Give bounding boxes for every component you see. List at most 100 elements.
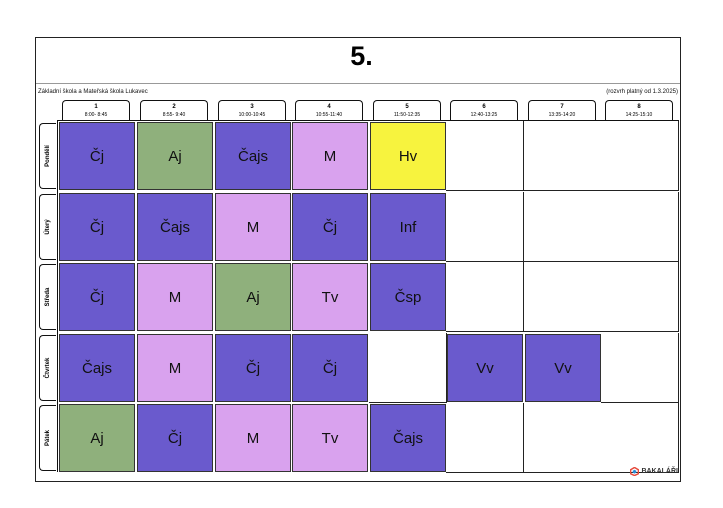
lesson-subject: Čajs [159,218,190,236]
period-header-1: 1 8:00- 8:45 [62,100,130,120]
empty-cell [524,121,602,191]
lesson-cell[interactable]: Aj [59,404,135,472]
lesson-subject: M [246,429,260,447]
empty-cell [601,403,679,473]
period-time: 12:40-13:25 [470,112,498,118]
lesson-subject: Aj [246,288,260,306]
empty-cell [524,262,602,332]
lesson-cell[interactable]: Čj [292,334,368,402]
empty-cell [601,333,679,403]
period-header-8: 8 14:25-15:10 [605,100,673,120]
lesson-subject: Tv [321,288,339,306]
brand-name: BAKALÁŘI [641,468,678,475]
lesson-subject: Čsp [394,288,422,306]
timetable-frame [35,37,681,482]
lesson-cell[interactable]: M [137,334,213,402]
lesson-subject: Čj [245,359,261,377]
lesson-subject: Aj [90,429,104,447]
lesson-subject: Čj [322,359,338,377]
lesson-cell[interactable]: M [292,122,368,190]
lesson-cell[interactable]: M [215,404,291,472]
school-name: Základní škola a Mateřská škola Lukavec [38,89,148,95]
lesson-cell[interactable]: Čj [137,404,213,472]
title-divider [36,83,680,84]
period-time: 8:55- 9:40 [162,112,186,118]
period-header-5: 5 11:50-12:35 [373,100,441,120]
lesson-subject: Čajs [392,429,423,447]
lesson-cell[interactable]: M [215,193,291,261]
lesson-cell[interactable]: M [137,263,213,331]
brand-logo: BAKALÁŘI [630,467,678,476]
lesson-subject: Čajs [237,147,268,165]
lesson-cell[interactable]: Čajs [370,404,446,472]
lesson-cell[interactable]: Aj [215,263,291,331]
empty-cell [601,121,679,191]
period-time: 8:00- 8:45 [84,112,108,118]
lesson-cell[interactable]: Čj [292,193,368,261]
lesson-cell[interactable]: Čj [215,334,291,402]
lesson-cell[interactable]: Aj [137,122,213,190]
empty-cell [601,192,679,262]
day-label: Pátek [39,405,56,471]
empty-cell [446,192,524,262]
day-name: Čtvrtek [45,357,51,379]
period-number: 5 [405,104,409,110]
lesson-subject: M [246,218,260,236]
period-number: 8 [637,104,641,110]
lesson-cell[interactable]: Tv [292,263,368,331]
lesson-subject: Čj [89,147,105,165]
empty-cell [446,121,524,191]
lesson-cell[interactable]: Čajs [215,122,291,190]
lesson-subject: Vv [476,359,494,377]
lesson-subject: Aj [168,147,182,165]
period-number: 4 [327,104,331,110]
lesson-cell[interactable]: Čsp [370,263,446,331]
day-label: Pondělí [39,123,56,189]
lesson-cell[interactable]: Čajs [59,334,135,402]
lesson-cell[interactable]: Čj [59,193,135,261]
lesson-cell[interactable]: Vv [447,334,523,402]
day-name: Středa [45,287,51,307]
period-number: 2 [172,104,176,110]
bakalari-icon [630,467,640,476]
lesson-subject: Čj [322,218,338,236]
lesson-subject: Čj [167,429,183,447]
period-time: 10:55-11:40 [315,112,343,118]
period-number: 7 [560,104,564,110]
lesson-subject: Tv [321,429,339,447]
empty-cell [601,262,679,332]
empty-cell [446,403,524,473]
day-label: Čtvrtek [39,335,56,401]
lesson-subject: M [168,359,182,377]
period-number: 1 [94,104,98,110]
lesson-subject: Čj [89,218,105,236]
validity-note: (rozvrh platný od 1.3.2025) [606,89,678,95]
day-label: Úterý [39,194,56,260]
day-name: Pondělí [45,145,51,167]
empty-cell [446,262,524,332]
empty-cell [524,192,602,262]
lesson-cell[interactable]: Inf [370,193,446,261]
period-header-3: 3 10:00-10:45 [218,100,286,120]
period-number: 3 [250,104,254,110]
lesson-subject: Inf [399,218,417,236]
lesson-cell[interactable]: Hv [370,122,446,190]
lesson-subject: Čj [89,288,105,306]
day-name: Úterý [45,219,51,235]
period-header-7: 7 13:35-14:20 [528,100,596,120]
lesson-cell[interactable]: Čj [59,122,135,190]
period-header-2: 2 8:55- 9:40 [140,100,208,120]
period-time: 13:35-14:20 [548,112,576,118]
period-header-6: 6 12:40-13:25 [450,100,518,120]
period-time: 10:00-10:45 [238,112,266,118]
day-name: Pátek [45,429,51,447]
lesson-cell[interactable]: Tv [292,404,368,472]
lesson-cell[interactable]: Čj [59,263,135,331]
period-header-4: 4 10:55-11:40 [295,100,363,120]
period-time: 11:50-12:35 [393,112,421,118]
day-label: Středa [39,264,56,330]
lesson-subject: Hv [398,147,418,165]
lesson-cell[interactable]: Vv [525,334,601,402]
lesson-cell[interactable]: Čajs [137,193,213,261]
lesson-subject: M [323,147,337,165]
